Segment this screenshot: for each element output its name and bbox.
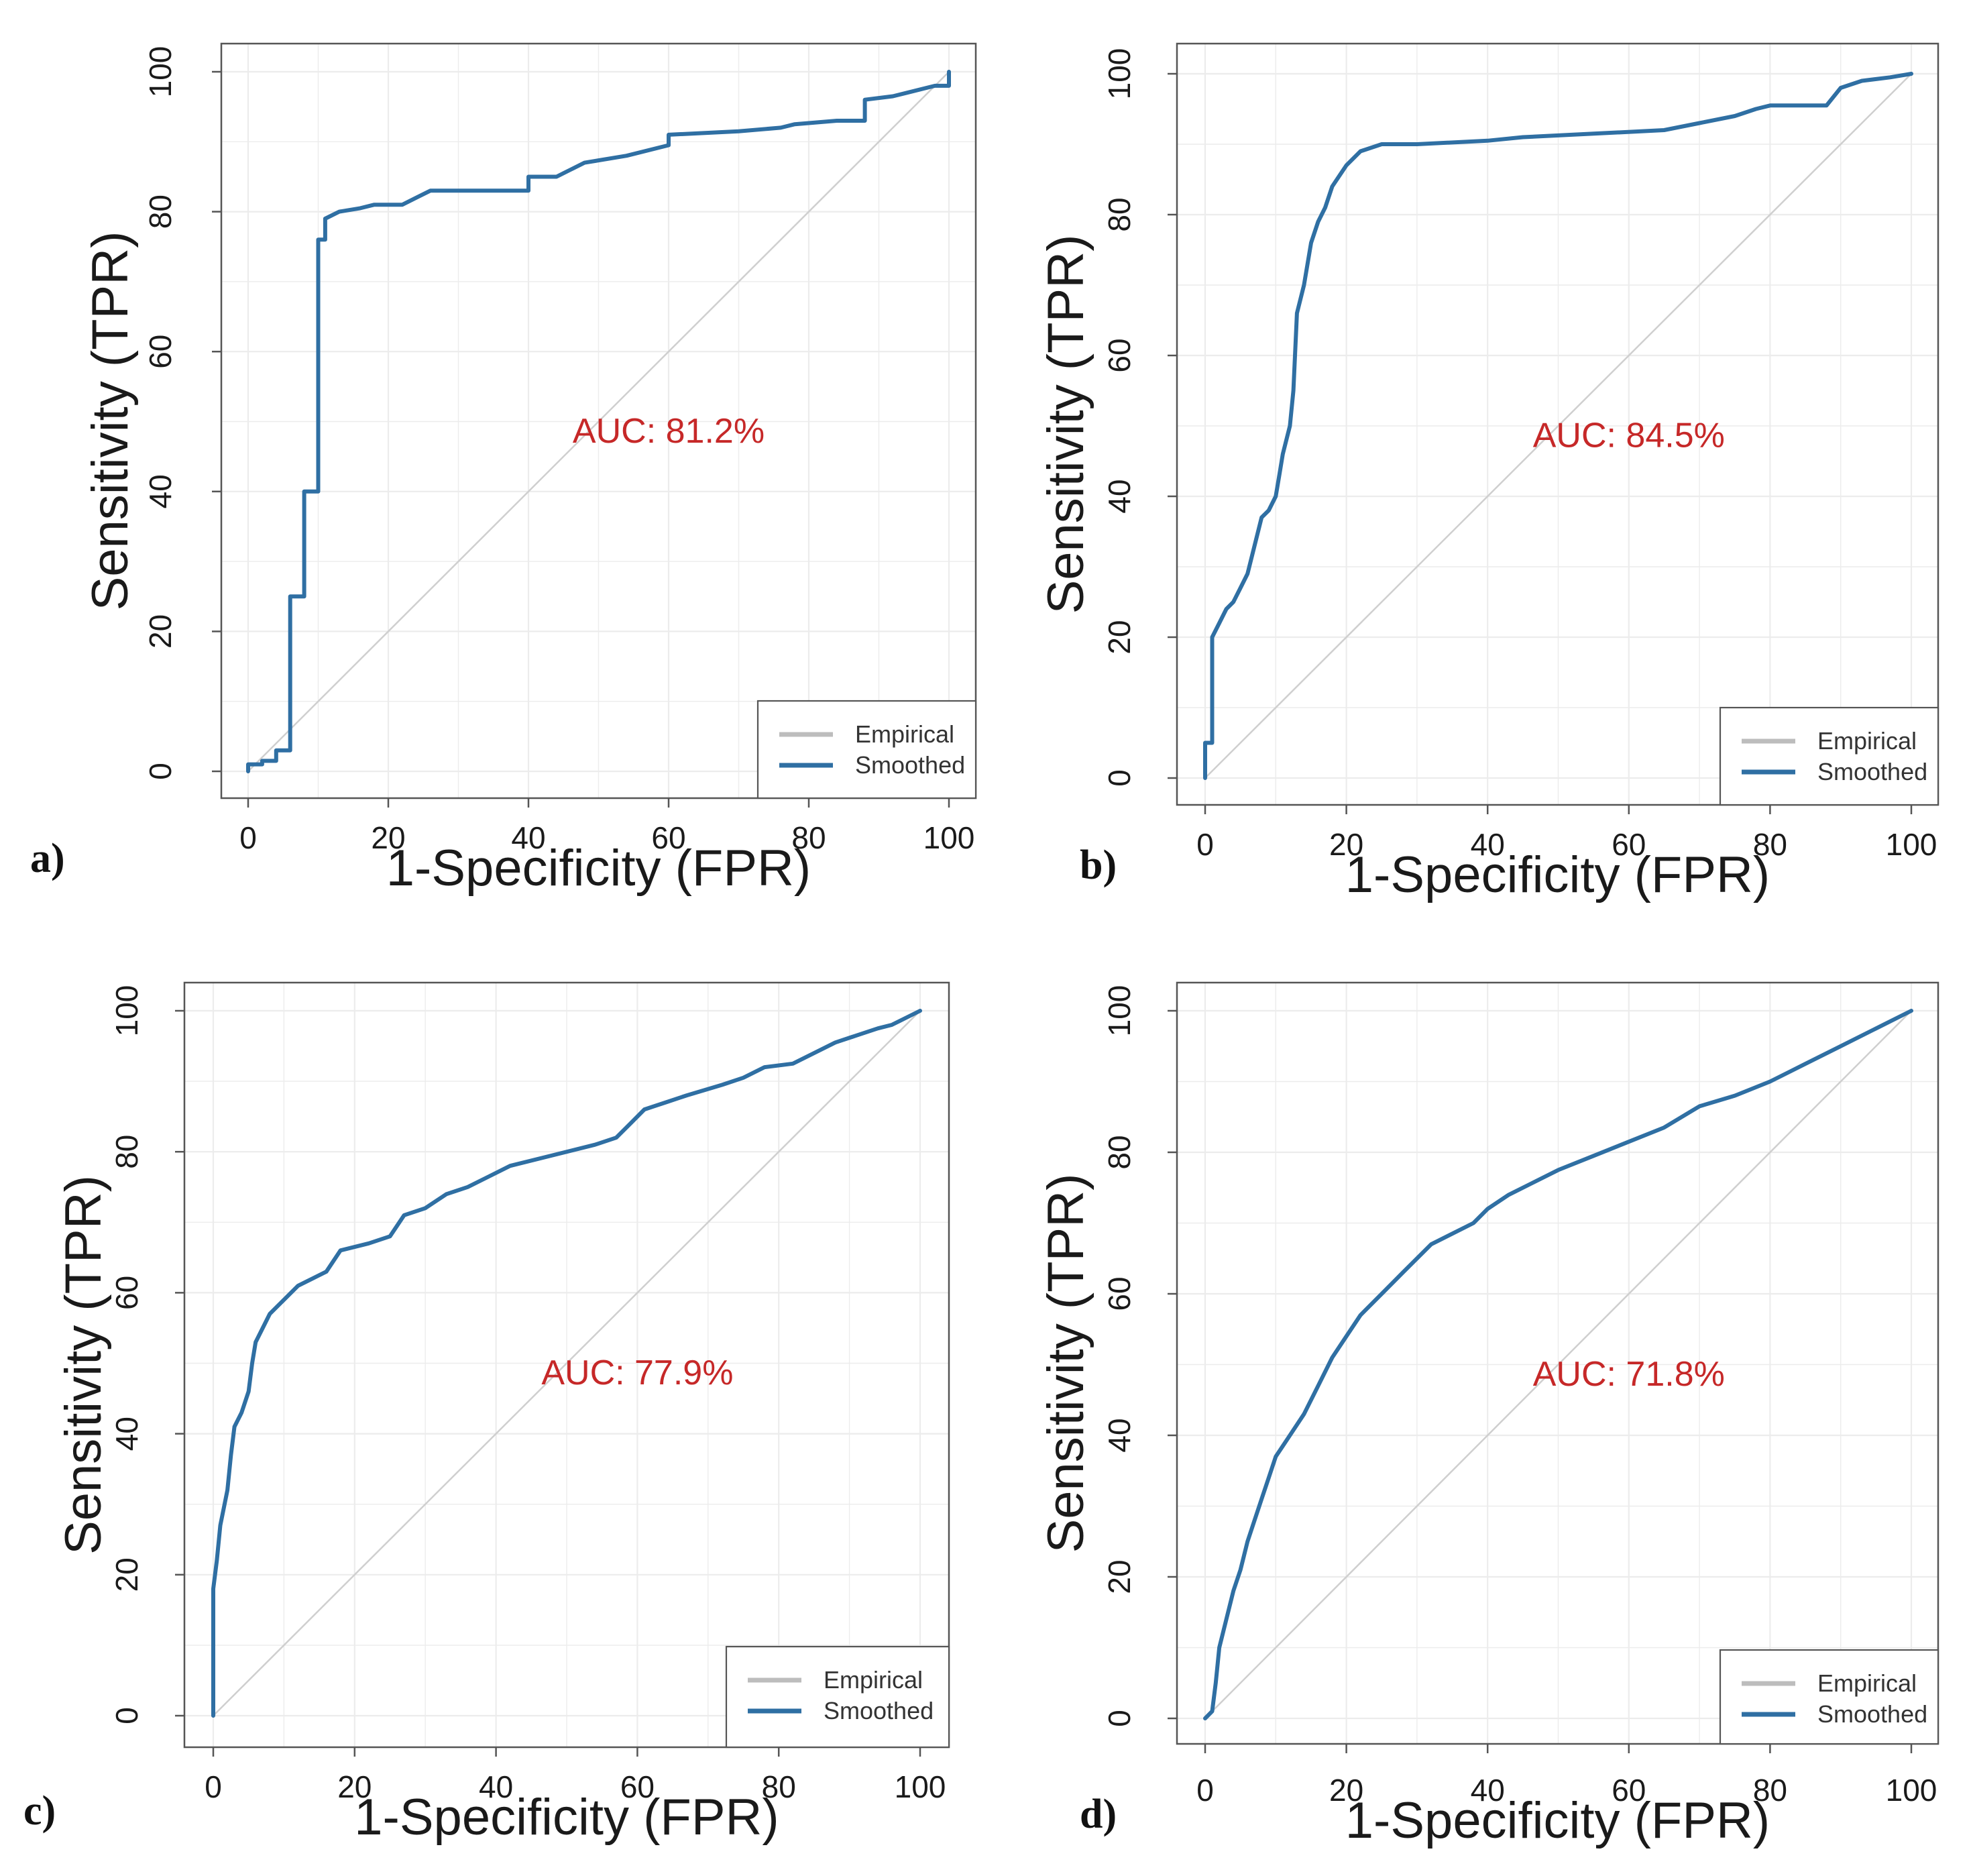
plot-area	[1177, 983, 1938, 1744]
y-tick-label: 60	[1102, 1276, 1137, 1311]
y-tick-label: 20	[143, 614, 178, 649]
y-tick-label: 20	[1102, 1559, 1137, 1594]
legend-label-empirical: Empirical	[855, 720, 954, 748]
x-tick-label: 60	[1612, 1773, 1646, 1808]
x-tick-label: 20	[337, 1769, 372, 1804]
y-axis-title: Sensitivity (TPR)	[1037, 1174, 1094, 1553]
y-tick-label: 100	[143, 46, 178, 98]
plot-frame	[183, 981, 950, 1749]
y-axis-title: Sensitivity (TPR)	[55, 1175, 112, 1555]
roc-panel-3: 0 20 40 60 80 100 0 20 40 60 80 100 1-Specificity (F…	[23, 981, 950, 1846]
x-tick-label: 100	[923, 820, 975, 855]
x-tick-label: 80	[1753, 827, 1787, 862]
x-tick-label: 20	[371, 820, 405, 855]
plot-frame	[1176, 42, 1939, 806]
y-tick-label: 100	[1102, 985, 1137, 1037]
y-tick-label: 40	[1102, 479, 1137, 513]
x-tick-label: 40	[511, 820, 545, 855]
x-axis-title: 1-Specificity (FPR)	[386, 840, 811, 897]
legend-box	[1719, 706, 1939, 806]
legend-box	[756, 700, 977, 799]
roc-curve-smoothed	[246, 70, 951, 773]
reference-diagonal	[1204, 73, 1912, 779]
auc-label: AUC: 71.8%	[1533, 1355, 1725, 1394]
x-tick-label: 60	[651, 820, 685, 855]
panel-letter: a)	[30, 836, 65, 881]
roc-curve-smoothed	[211, 1009, 922, 1718]
x-tick-label: 0	[1196, 1773, 1214, 1808]
legend-box	[725, 1645, 950, 1749]
x-tick-label: 80	[791, 820, 826, 855]
plot-area	[1177, 44, 1938, 805]
y-tick-label: 40	[143, 474, 178, 508]
plot-frame	[1176, 981, 1939, 1745]
x-axis-title: 1-Specificity (FPR)	[1345, 846, 1770, 903]
plot-frame	[220, 42, 977, 799]
panel-letter: c)	[23, 1788, 56, 1834]
reference-diagonal	[247, 71, 950, 772]
auc-label: AUC: 84.5%	[1533, 417, 1725, 455]
x-tick-label: 80	[762, 1769, 796, 1804]
auc-label: AUC: 77.9%	[541, 1354, 733, 1392]
x-tick-label: 60	[1612, 827, 1646, 862]
reference-diagonal	[213, 1010, 921, 1716]
y-tick-label: 20	[1102, 620, 1137, 654]
x-tick-label: 20	[1329, 1773, 1363, 1808]
x-axis-title: 1-Specificity (FPR)	[354, 1789, 779, 1846]
legend-label-empirical: Empirical	[1817, 727, 1917, 755]
y-tick-label: 0	[1102, 1710, 1137, 1727]
roc-panel-2: 0 20 40 60 80 100 0 20 40 60 80 100 1-Specificity (F…	[1037, 42, 1939, 903]
y-tick-label: 80	[1102, 197, 1137, 231]
x-tick-label: 40	[1471, 1773, 1505, 1808]
y-tick-label: 80	[1102, 1135, 1137, 1169]
legend-box	[1719, 1649, 1939, 1745]
y-tick-label: 40	[1102, 1418, 1137, 1452]
x-tick-label: 80	[1753, 1773, 1787, 1808]
legend-label-smoothed: Smoothed	[1817, 1700, 1927, 1728]
legend-label-smoothed: Smoothed	[1817, 758, 1927, 785]
y-tick-label: 0	[143, 763, 178, 780]
roc-curve-smoothed	[1203, 1009, 1913, 1720]
auc-label: AUC: 81.2%	[573, 412, 765, 451]
y-tick-label: 0	[1102, 769, 1137, 787]
y-tick-label: 40	[109, 1417, 144, 1451]
x-tick-label: 20	[1329, 827, 1363, 862]
x-tick-label: 100	[895, 1769, 946, 1804]
y-tick-label: 100	[109, 985, 144, 1037]
y-axis-title: Sensitivity (TPR)	[82, 231, 139, 611]
y-tick-label: 60	[1102, 338, 1137, 372]
y-tick-label: 60	[143, 335, 178, 369]
x-tick-label: 40	[479, 1769, 513, 1804]
y-tick-label: 20	[109, 1557, 144, 1592]
roc-panel-4: 0 20 40 60 80 100 0 20 40 60 80 100 1-Specificity (F…	[1037, 981, 1939, 1849]
panel-letter: b)	[1080, 842, 1117, 888]
y-tick-label: 0	[109, 1707, 144, 1724]
x-tick-label: 100	[1886, 827, 1937, 862]
y-tick-label: 100	[1102, 48, 1137, 100]
x-tick-label: 40	[1471, 827, 1505, 862]
y-tick-label: 60	[109, 1276, 144, 1310]
x-tick-label: 60	[620, 1769, 655, 1804]
roc-curve-smoothed	[1203, 72, 1913, 780]
legend-label-empirical: Empirical	[824, 1666, 923, 1694]
legend-label-smoothed: Smoothed	[824, 1697, 934, 1724]
x-tick-label: 0	[205, 1769, 222, 1804]
panel-letter: d)	[1080, 1791, 1117, 1837]
y-tick-label: 80	[143, 195, 178, 229]
y-tick-label: 80	[109, 1135, 144, 1169]
legend-label-empirical: Empirical	[1817, 1669, 1917, 1697]
reference-diagonal	[1204, 1010, 1912, 1719]
roc-panel-1: 0 20 40 60 80 100 0 20 40 60 80 100 1-Specificity (F…	[30, 42, 977, 897]
x-tick-label: 0	[239, 820, 257, 855]
y-axis-title: Sensitivity (TPR)	[1037, 235, 1094, 614]
x-axis-title: 1-Specificity (FPR)	[1345, 1792, 1770, 1849]
legend-label-smoothed: Smoothed	[855, 751, 965, 779]
x-tick-label: 100	[1886, 1773, 1937, 1808]
x-tick-label: 0	[1196, 827, 1214, 862]
